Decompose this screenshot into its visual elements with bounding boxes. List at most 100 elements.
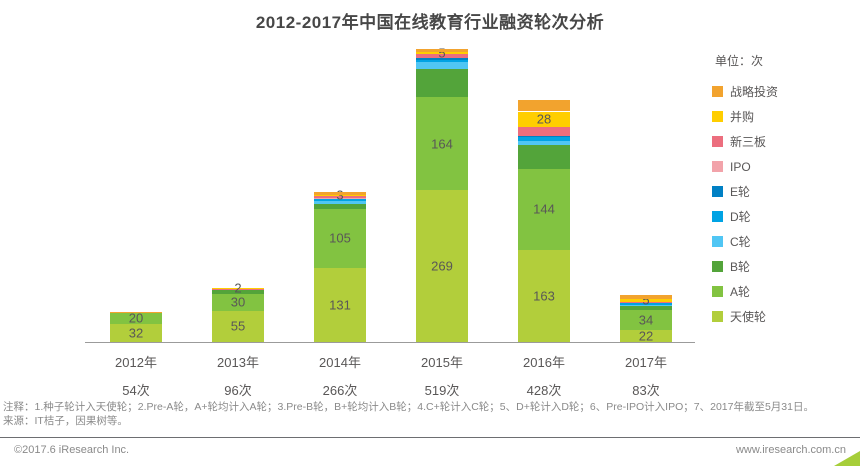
segment-IPO: [314, 197, 366, 200]
segment-新三板: [314, 196, 366, 198]
segment-新三板: [416, 54, 468, 59]
segment-并购: 28: [518, 111, 570, 128]
legend-swatch-icon: [712, 186, 723, 197]
segment-value-label: 32: [128, 325, 144, 341]
segment-C轮: [212, 289, 264, 291]
legend-swatch-icon: [712, 86, 723, 97]
legend-items: 战略投资并购新三板 IPO E轮 D轮 C轮 B轮 A轮天使轮: [712, 79, 857, 329]
legend-item-B轮: B轮: [712, 254, 857, 279]
segment-并购: 3: [314, 189, 366, 202]
segment-并购: 2: [212, 282, 264, 295]
footer-divider: [0, 437, 860, 438]
legend-item-A轮: A轮: [712, 279, 857, 304]
legend-item-新三板: 新三板: [712, 129, 857, 154]
footer-copyright: ©2017.6 iResearch Inc.: [14, 444, 130, 456]
footer-website: www.iresearch.com.cn: [735, 444, 846, 456]
legend-swatch-icon: [712, 136, 723, 147]
segment-A轮: 164: [416, 97, 468, 191]
segment-value-label: 5: [438, 45, 446, 61]
segment-value-label: 28: [536, 111, 552, 127]
segment-E轮: [416, 58, 468, 60]
segment-value-label: 3: [336, 187, 344, 203]
legend-item-IPO: IPO: [712, 154, 857, 179]
segment-新三板: [518, 127, 570, 137]
x-axis-label-2014年: 2014年 266次: [319, 355, 361, 398]
stacked-bar-2014年: 131 105 3: [314, 45, 366, 342]
legend-item-战略投资: 战略投资: [712, 79, 857, 104]
plot-area: 32 20 55 30 2 131 105 3 269 164 5 163 144 28 22 34 5: [85, 45, 695, 343]
segment-战略投资: [518, 100, 570, 112]
segment-A轮: 20: [110, 310, 162, 326]
segment-战略投资: [314, 191, 366, 195]
legend-item-C轮: C轮: [712, 229, 857, 254]
legend-label: A轮: [730, 285, 751, 299]
legend-swatch-icon: [712, 211, 723, 222]
legend-label: 战略投资: [730, 85, 779, 99]
segment-D轮: [314, 199, 366, 202]
legend-swatch-icon: [712, 286, 723, 297]
segment-并购: 5: [416, 47, 468, 60]
corner-accent-triangle: [834, 451, 860, 466]
segment-value-label: 144: [533, 201, 555, 217]
segment-D轮: [416, 59, 468, 63]
segment-天使轮: 131: [314, 268, 366, 342]
legend-label: 新三板: [730, 135, 767, 149]
legend-swatch-icon: [712, 161, 723, 172]
segment-C轮: [314, 201, 366, 205]
segment-value-label: 105: [329, 230, 351, 246]
segment-value-label: 22: [638, 328, 654, 344]
legend-label: B轮: [730, 260, 751, 274]
stacked-bar-2016年: 163 144 28: [518, 45, 570, 342]
segment-战略投资: [416, 48, 468, 52]
segment-并购: 5: [620, 294, 672, 307]
segment-value-label: 269: [431, 258, 453, 274]
segment-D轮: [518, 137, 570, 142]
segment-天使轮: 269: [416, 190, 468, 342]
segment-value-label: 20: [128, 310, 144, 326]
segment-value-label: 164: [431, 136, 453, 152]
segment-A轮: 34: [620, 310, 672, 330]
legend-item-并购: 并购: [712, 104, 857, 129]
x-axis-labels: 2012年 54次 2013年 96次 2014年 266次 2015年 519次 2016年 4…: [85, 352, 695, 398]
segment-新三板: [212, 288, 264, 290]
x-axis-label-2012年: 2012年 54次: [115, 355, 157, 398]
segment-D轮: [620, 303, 672, 305]
segment-新三板: [620, 301, 672, 304]
segment-A轮: 30: [212, 294, 264, 311]
legend-item-天使轮: 天使轮: [712, 304, 857, 329]
legend-item-D轮: D轮: [712, 204, 857, 229]
stacked-bar-2012年: 32 20: [110, 45, 162, 342]
legend: 单位：次 战略投资 并购 新三板 IPO E轮 D轮 C轮 B轮 A轮 天使轮: [712, 52, 857, 329]
legend-label: 天使轮: [730, 310, 767, 324]
segment-value-label: 30: [230, 294, 246, 310]
segment-B轮: [212, 290, 264, 294]
segment-value-label: 163: [533, 288, 555, 304]
stacked-bar-2015年: 269 164 5: [416, 45, 468, 342]
segment-value-label: 34: [638, 312, 654, 328]
legend-label: C轮: [730, 235, 751, 249]
segment-A轮: 144: [518, 168, 570, 250]
segment-C轮: [416, 62, 468, 70]
chart-title: 2012-2017年中国在线教育行业融资轮次分析: [255, 13, 605, 32]
legend-swatch-icon: [712, 111, 723, 122]
segment-E轮: [518, 136, 570, 138]
segment-战略投资: [620, 295, 672, 300]
legend-swatch-icon: [712, 236, 723, 247]
segment-IPO: [110, 312, 162, 313]
x-axis-label-2015年: 2015年 519次: [421, 355, 463, 398]
segment-B轮: [314, 204, 366, 209]
segment-天使轮: 55: [212, 310, 264, 342]
segment-value-label: 55: [230, 318, 246, 334]
legend-label: E轮: [730, 185, 751, 199]
x-axis-label-2017年: 2017年 83次: [625, 355, 667, 398]
segment-B轮: [518, 144, 570, 169]
segment-value-label: 131: [329, 297, 351, 313]
segment-value-label: 2: [234, 280, 242, 296]
segment-C轮: [620, 304, 672, 307]
legend-swatch-icon: [712, 311, 723, 322]
legend-label: D轮: [730, 210, 751, 224]
segment-天使轮: 22: [620, 328, 672, 344]
x-axis-label-2013年: 2013年 96次: [217, 355, 259, 398]
legend-label: IPO: [730, 159, 751, 174]
